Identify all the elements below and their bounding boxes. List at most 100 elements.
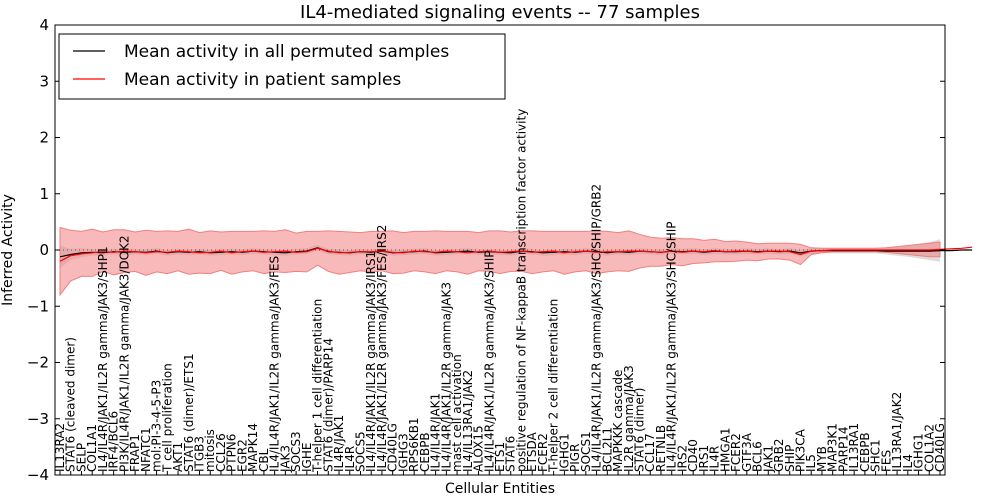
x-tick-label: FCER2 [536,433,550,472]
x-tick-label: mitosis [203,429,217,472]
x-tick-label: STAT6 (dimer)/PARP14 [321,338,335,472]
legend: Mean activity in all permuted samples Me… [58,33,506,100]
x-tick-label: CEBPB [418,432,432,472]
legend-box [58,33,506,100]
x-tick-label: IL4/IL4R/JAK1/IL2R gamma/JAK3/FES [268,256,282,472]
y-tick-label: −3 [27,410,49,428]
legend-permuted-label: Mean activity in all permuted samples [124,42,449,62]
x-tick-label: FCER2 [729,433,743,472]
x-tick-label: CD40 [686,439,700,472]
x-tick-label: IL4/IL4R/JAK1/IL2R gamma/JAK3/IRS1 [364,251,378,472]
y-tick-label: −4 [27,466,49,484]
x-tick-label: IL4 [901,454,915,472]
patient-mean-line [59,246,973,262]
y-tick-label: 2 [39,129,49,147]
y-axis-label: Inferred Activity [0,194,16,306]
x-tick-label: PIGR [568,444,582,472]
x-tick-label: SOCS3 [289,431,303,472]
chart-title: IL4-mediated signaling events -- 77 samp… [300,2,700,23]
x-tick-label: ALOX15 [472,425,486,472]
y-tick-label: 4 [39,16,49,34]
x-tick-label: COL1A2 [922,424,936,472]
x-tick-label: EGR2 [235,439,249,472]
x-tick-label: GTF3A [740,432,754,472]
x-tick-label: RPS6KB1 [407,417,421,472]
x-tick-label: PARP14 [836,426,850,472]
x-tick-label: IGHG1 [912,433,926,472]
x-tick-label: IL4/IL4R/JAK1/IL2R gamma/JAK3/SHP1 [96,246,110,472]
x-tick-label: GRB2 [772,438,786,472]
x-tick-label: IL2R gamma/JAK3 [622,365,636,472]
x-tick-label: IL4/IL4R/JAK1/IL2R gamma/JAK3 [439,282,453,472]
x-tick-label: SHC1 [869,439,883,472]
legend-patient-label: Mean activity in patient samples [124,70,401,90]
x-tick-label: HMGA1 [718,427,732,472]
x-tick-label: STAT6 (cleaved dimer) [64,337,78,472]
x-tick-label: BCL2L1 [600,427,614,472]
x-tick-label: IGHG1 [557,433,571,472]
x-tick-label: MAPKKK cascade [611,370,625,472]
x-tick-label: CD40LG [933,423,947,472]
x-tick-label: IL4/IL4R/JAK1/IL2R gamma/JAK3/SHIP [482,251,496,472]
x-tick-label: MAPK14 [246,423,260,472]
x-tick-label: SOCS1 [579,431,593,472]
series-lines [59,246,973,262]
x-tick-label: COL1A1 [85,424,99,472]
x-tick-label: MYB [815,446,829,472]
x-tick-label: mast cell activation [450,354,464,472]
y-tick-label: 0 [39,241,49,259]
x-tick-label: T cell proliferation [160,363,174,473]
x-axis-label: Cellular Entities [445,481,555,497]
x-tick-label: IRF4/BCL6 [107,411,121,472]
x-tick-label: IL4R [343,446,357,472]
x-tick-label: FRAP1 [128,434,142,472]
x-tick-label: STAT6 (dimer) [633,388,647,472]
x-tick-label: FES [879,450,893,472]
x-tick-label: IL4/IL4R/JAK1/IL2R gamma/JAK3/FES/IRS2 [375,225,389,472]
x-tick-label: STAT6 (dimer)/ETS1 [182,353,196,472]
x-tick-label: ETS1 [493,442,507,472]
x-tick-label: IRS1 [697,445,711,472]
y-tick-label: 3 [39,72,49,90]
x-tick-label: PI3K/IL4R/JAK1/IL2R gamma/JAK3/DOK2 [117,235,131,472]
confidence-bands [59,226,941,297]
x-tick-label: SOCS5 [354,431,368,472]
x-tick-label: IL5 [804,454,818,472]
x-tick-label: IGHE [300,443,314,472]
patient-band [59,226,941,297]
x-tick-label: mol:PI-3-4-5-P3 [150,380,164,472]
x-tick-label: PIK3CA [794,428,808,472]
x-tick-label: ETSDA [525,431,539,472]
x-tick-label: MAP3K1 [826,423,840,472]
x-tick-label: SELP [75,443,89,472]
x-tick-label: NFATC1 [139,427,153,472]
x-tick-label: PTPN6 [225,434,239,472]
x-tick-label: IL13RA1 [847,423,861,472]
x-tick-label: IGHG3 [396,433,410,472]
x-tick-label: IL4R/JAK1 [332,415,346,472]
x-tick-label: ITGB3 [193,436,207,472]
x-tick-label: IRS2 [675,445,689,472]
x-tick-label: AKT1 [171,442,185,472]
y-ticks: −4 −3 −2 −1 0 1 2 3 4 [27,16,945,484]
x-tick-label: T-helper 1 cell differentiation [311,299,325,473]
x-tick-label: IL13RA1/JAK2 [890,392,904,472]
x-tick-label: STAT6 [504,436,518,472]
y-tick-label: −2 [27,354,49,372]
x-tick-label: JAK1 [761,445,775,473]
x-tick-label: CCL17 [643,433,657,472]
x-tick-label: CCL26 [214,433,228,472]
x-tick-label: positive regulation of NF-kappaB transcr… [515,109,529,472]
x-tick-label: BCL6 [751,441,765,472]
x-tick-label: CBL [257,448,271,472]
x-tick-label: RETNLB [654,425,668,472]
x-tick-label: IL4/IL13RA1/JAK2 [461,370,475,472]
x-tick-label: IL4/IL4R/JAK1 [429,393,443,472]
x-tick-label: IL4/IL4R/JAK1/IL2R gamma/JAK3/SHC/SHIP/G… [590,184,604,472]
y-tick-label: 1 [39,185,49,203]
x-tick-label: JAK3 [278,445,292,473]
x-tick-label: IL4/IL4R/JAK1/IL2R gamma/JAK3/SHC/SHIP [665,221,679,472]
